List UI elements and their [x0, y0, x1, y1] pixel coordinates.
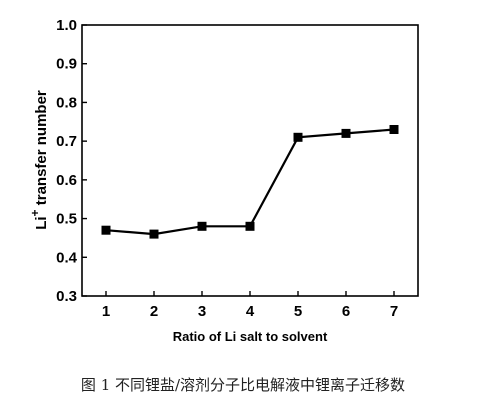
y-tick-label: 0.5: [56, 211, 77, 228]
x-tick-label: 2: [150, 303, 158, 320]
x-tick-label: 7: [390, 303, 398, 320]
y-axis-title-main: Li: [33, 216, 50, 229]
y-tick-label: 0.3: [56, 288, 77, 305]
x-axis: 1 2 3 4 5 6 7: [102, 291, 398, 320]
x-tick-label: 5: [294, 303, 302, 320]
y-axis: 0.3 0.4 0.5 0.6 0.7 0.8 0.9 1.0: [56, 17, 87, 305]
data-point-4: [245, 221, 255, 231]
series-line: [105, 128, 395, 236]
plot-frame: [81, 24, 419, 297]
y-tick-label: 0.9: [56, 56, 77, 73]
x-tick-label: 1: [102, 303, 110, 320]
x-axis-title: Ratio of Li salt to solvent: [173, 329, 328, 344]
y-tick-label: 0.7: [56, 133, 77, 150]
chart: 0.3 0.4 0.5 0.6 0.7 0.8 0.9 1.0 1 2 3 4 5 6 7 Ratio o…: [28, 17, 419, 344]
y-tick-label: 0.8: [56, 94, 77, 111]
data-point-3: [197, 221, 207, 231]
y-axis-title-sup: +: [28, 209, 42, 216]
data-point-5: [293, 132, 303, 142]
data-point-7: [389, 125, 399, 134]
data-point-1: [101, 225, 111, 235]
y-axis-title: Li+ transfer number: [28, 90, 50, 230]
x-tick-label: 3: [198, 303, 206, 320]
data-point-6: [341, 128, 351, 138]
y-tick-label: 1.0: [56, 17, 77, 34]
x-tick-label: 6: [342, 303, 350, 320]
figure-caption: 图 1 不同锂盐/溶剂分子比电解液中锂离子迁移数: [80, 376, 406, 394]
data-point-2: [149, 229, 159, 239]
series-markers: [101, 125, 399, 239]
x-tick-label: 4: [246, 303, 255, 320]
y-tick-label: 0.6: [56, 172, 77, 189]
y-axis-title-rest: transfer number: [33, 90, 50, 209]
y-tick-label: 0.4: [56, 249, 78, 266]
